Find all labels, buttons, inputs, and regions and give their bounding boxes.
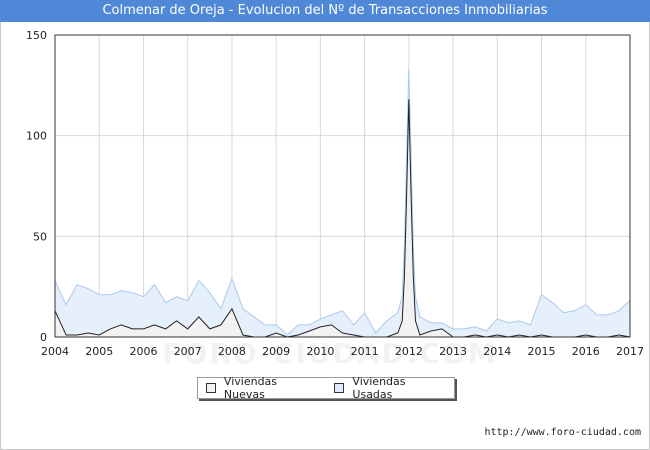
axes <box>54 34 631 338</box>
x-tick-label-2015: 2015 <box>528 345 556 358</box>
x-tick-label-2014: 2014 <box>483 345 511 358</box>
x-tick-label-2006: 2006 <box>129 345 157 358</box>
x-tick-label-2017: 2017 <box>616 345 644 358</box>
legend-item-nuevas: Viviendas Nuevas <box>206 375 320 401</box>
plot-border <box>54 34 631 338</box>
x-tick-label-2013: 2013 <box>439 345 467 358</box>
x-tick-label-2009: 2009 <box>262 345 290 358</box>
legend-item-usadas: Viviendas Usadas <box>334 375 448 401</box>
y-tick-label-150: 150 <box>26 29 47 42</box>
plot-background <box>55 35 630 337</box>
legend-swatch-nuevas <box>206 383 216 393</box>
legend-label-nuevas: Viviendas Nuevas <box>223 375 278 401</box>
legend-swatch-usadas <box>334 383 345 393</box>
x-tick-label-2016: 2016 <box>572 345 600 358</box>
x-tick-label-2010: 2010 <box>306 345 334 358</box>
y-tick-label-50: 50 <box>33 230 47 243</box>
line-viviendas-usadas <box>54 69 631 336</box>
legend-label-usadas: Viviendas Usadas <box>352 375 406 401</box>
chart-title: Colmenar de Oreja - Evolucion del Nº de … <box>0 0 650 22</box>
footer-url: http://www.foro-ciudad.com <box>484 427 641 438</box>
x-tick-label-2005: 2005 <box>85 345 113 358</box>
y-tick-label-0: 0 <box>40 331 47 344</box>
x-tick-label-2011: 2011 <box>351 345 379 358</box>
x-tick-label-2004: 2004 <box>41 345 69 358</box>
x-tick-label-2007: 2007 <box>174 345 202 358</box>
area-viviendas-usadas <box>55 69 630 337</box>
x-tick-label-2012: 2012 <box>395 345 423 358</box>
tick-labels: 2004 2005 2006 2007 2008 2009 2010 2011 2012 2013… <box>26 29 644 358</box>
grid-lines <box>54 34 631 338</box>
legend: Viviendas Nuevas Viviendas Usadas <box>197 375 455 401</box>
watermark-text: FORO-CIUDAD.COM <box>162 337 498 370</box>
y-tick-label-100: 100 <box>26 130 47 143</box>
x-tick-label-2008: 2008 <box>218 345 246 358</box>
